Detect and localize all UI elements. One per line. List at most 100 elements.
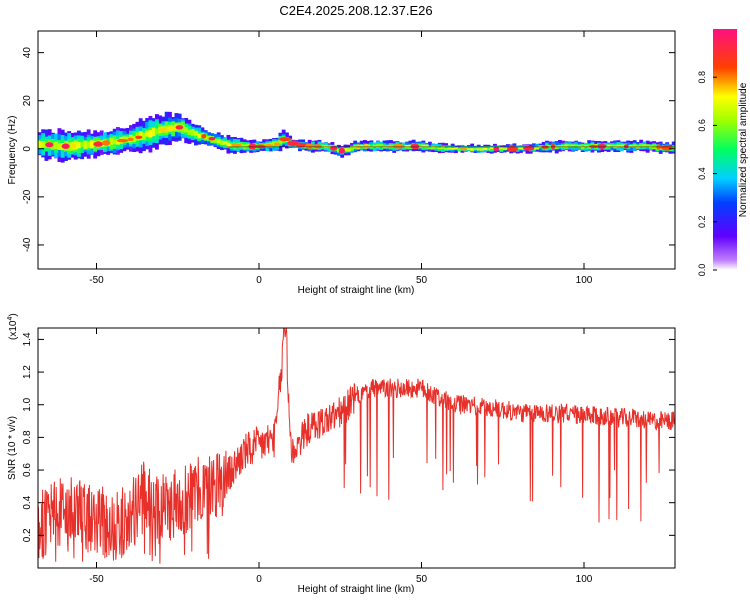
- spectrogram-peak: [93, 141, 103, 147]
- snr-xtick-label: -50: [89, 574, 104, 585]
- spectrogram-cell: [428, 146, 432, 149]
- spectrogram-ytick-label: -40: [22, 237, 33, 252]
- colorbar-tick-label: 0.4: [697, 167, 707, 180]
- spectrogram-cell: [54, 141, 59, 150]
- spectrogram-cell: [194, 131, 198, 136]
- spectrogram-cell: [239, 144, 244, 149]
- colorbar-tick-label: 0.2: [697, 216, 707, 229]
- spectrogram-xtick-label: -50: [89, 275, 104, 286]
- spectrogram-cell: [213, 139, 218, 143]
- snr-series-line: [38, 328, 675, 564]
- colorbar-tick-label: 0.6: [697, 119, 707, 132]
- spectrogram-cell: [671, 145, 675, 150]
- spectrogram-cell: [629, 145, 634, 148]
- spectrogram-peak: [166, 126, 177, 131]
- spectrogram-cell: [112, 138, 117, 145]
- spectrogram-cell: [606, 144, 611, 148]
- snr-ytick-label: 0.2: [22, 528, 33, 542]
- spectrogram-cell: [145, 130, 150, 137]
- spectrogram-ytick-label: -20: [22, 189, 33, 204]
- spectrogram-peak: [135, 135, 143, 139]
- colorbar-ticks: 0.0 0.2 0.4 0.6 0.8: [697, 71, 717, 276]
- spectrogram-peak: [264, 143, 274, 147]
- spectrogram-cell: [77, 142, 81, 149]
- spectrogram-cell: [480, 148, 484, 151]
- snr-ytick-label: 0.6: [22, 463, 33, 477]
- spectrogram-cell: [574, 144, 579, 147]
- spectrogram-cell: [577, 144, 582, 148]
- spectrogram-cell: [142, 132, 146, 140]
- spectrogram-cell: [450, 148, 455, 150]
- spectrogram-xlabel: Height of straight line (km): [298, 285, 415, 296]
- spectrogram-xtick-label: 50: [416, 275, 428, 286]
- spectrogram-cell: [486, 146, 491, 151]
- spectrogram-cell: [359, 144, 364, 148]
- spectrogram-cell: [343, 148, 348, 151]
- spectrogram-cell: [408, 144, 413, 148]
- spectrogram-xtick-label: 0: [256, 275, 262, 286]
- snr-xtick-label: 0: [256, 574, 262, 585]
- spectrogram-cell: [447, 147, 452, 150]
- spectrogram-cell: [197, 133, 202, 139]
- snr-multiplier: (x104): [7, 313, 19, 340]
- spectrogram-peak: [460, 146, 468, 151]
- spectrogram-cell: [116, 138, 120, 145]
- colorbar-tick-label: 0.8: [697, 71, 707, 84]
- snr-frame: [37, 327, 676, 569]
- colorbar-tick-label: 0.0: [697, 264, 707, 277]
- spectrogram-peak: [71, 143, 77, 149]
- spectrogram-cell: [421, 144, 426, 148]
- spectrogram-cell: [619, 144, 624, 148]
- spectrogram-cell: [405, 144, 410, 148]
- spectrogram-cell: [216, 138, 221, 144]
- spectrogram-cell: [190, 129, 195, 136]
- snr-ytick-label: 0.8: [22, 430, 33, 444]
- snr-ytick-label: 1.4: [22, 332, 33, 346]
- colorbar-label: Normalized spectral amplitude: [738, 82, 749, 217]
- spectrogram-cell: [184, 126, 189, 133]
- spectrogram-cell: [470, 148, 475, 151]
- spectrogram-cell: [320, 144, 325, 148]
- spectrogram-peak: [127, 137, 134, 142]
- spectrogram-cell: [486, 148, 491, 151]
- spectrogram-cell: [220, 140, 224, 145]
- spectrogram-cell: [483, 148, 488, 151]
- spectrogram-cell: [372, 144, 377, 147]
- spectrogram-ytick-label: 40: [22, 47, 33, 59]
- spectrogram-cell: [639, 144, 644, 147]
- spectrogram-cell: [278, 139, 283, 144]
- spectrogram-peak: [305, 143, 314, 149]
- snr-ylabel: SNR (10 * v/v): [7, 416, 18, 480]
- spectrogram-peak: [159, 127, 168, 133]
- spectrogram-panel: -50 0 50 100 -40 -20 0 20 40 Height of straight …: [7, 30, 676, 296]
- spectrogram-peak: [273, 142, 280, 147]
- spectrogram-cell: [489, 146, 494, 150]
- svg-text:(x104): (x104): [7, 313, 19, 340]
- spectrogram-cell: [41, 141, 46, 148]
- spectrogram-cell: [499, 146, 504, 150]
- spectrogram-axes: -50 0 50 100 -40 -20 0 20 40: [22, 31, 675, 286]
- spectrogram-cell: [57, 143, 62, 150]
- spectrogram-ytick-label: 20: [22, 95, 33, 107]
- spectrogram-cell: [584, 144, 588, 147]
- spectrogram-cell: [151, 127, 156, 137]
- spectrogram-cell: [109, 138, 114, 145]
- spectrogram-cell: [132, 136, 137, 142]
- snr-ytick-label: 1.2: [22, 365, 33, 379]
- spectrogram-cell: [187, 129, 192, 135]
- spectrogram-ridge: [38, 111, 675, 163]
- spectrogram-cell: [86, 141, 91, 149]
- spectrogram-peak: [230, 143, 242, 147]
- spectrogram-cell: [642, 144, 647, 147]
- spectrogram-cell: [155, 128, 159, 135]
- spectrogram-peak: [338, 147, 345, 154]
- spectrogram-cell: [350, 146, 354, 150]
- spectrogram-cell: [616, 144, 621, 148]
- spectrogram-cell: [457, 148, 462, 151]
- chart-title: C2E4.2025.208.12.37.E26: [279, 3, 432, 18]
- spectrogram-cell: [226, 142, 231, 147]
- spectrogram-frame: [37, 30, 676, 270]
- spectrogram-peak: [116, 138, 129, 143]
- spectrogram-cell: [476, 148, 481, 151]
